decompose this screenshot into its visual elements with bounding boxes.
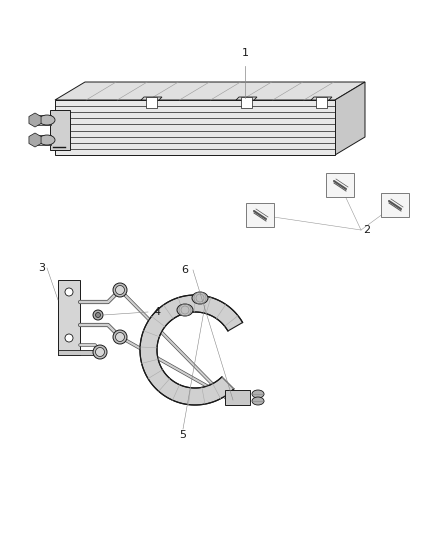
Polygon shape <box>55 100 335 155</box>
Circle shape <box>116 333 124 342</box>
Text: 3: 3 <box>39 263 46 273</box>
Ellipse shape <box>39 135 55 145</box>
Ellipse shape <box>39 115 55 125</box>
Polygon shape <box>335 82 365 155</box>
Bar <box>37 115 51 125</box>
Bar <box>146 97 157 108</box>
Circle shape <box>65 288 73 296</box>
Circle shape <box>95 312 100 318</box>
Polygon shape <box>50 110 70 150</box>
Text: 1: 1 <box>241 48 248 58</box>
Bar <box>326 173 354 197</box>
Polygon shape <box>58 280 80 355</box>
Text: 5: 5 <box>180 430 187 440</box>
Polygon shape <box>29 113 41 127</box>
Polygon shape <box>236 97 257 100</box>
Bar <box>381 193 409 217</box>
Circle shape <box>65 334 73 342</box>
Polygon shape <box>140 295 243 405</box>
Ellipse shape <box>177 304 193 316</box>
Ellipse shape <box>252 390 264 398</box>
Circle shape <box>93 345 107 359</box>
Circle shape <box>113 283 127 297</box>
Circle shape <box>113 330 127 344</box>
Polygon shape <box>58 350 105 355</box>
Text: 4: 4 <box>153 307 160 317</box>
Polygon shape <box>29 133 41 147</box>
Polygon shape <box>225 390 250 405</box>
Bar <box>241 97 252 108</box>
Ellipse shape <box>192 292 208 304</box>
Circle shape <box>116 286 124 295</box>
Ellipse shape <box>252 397 264 405</box>
Polygon shape <box>311 97 332 100</box>
Circle shape <box>95 348 105 357</box>
Bar <box>37 135 51 145</box>
Bar <box>246 203 274 227</box>
Circle shape <box>93 310 103 320</box>
Bar <box>316 97 327 108</box>
Text: 6: 6 <box>181 265 188 275</box>
Polygon shape <box>141 97 162 100</box>
Polygon shape <box>55 82 365 100</box>
Text: 2: 2 <box>363 225 370 235</box>
